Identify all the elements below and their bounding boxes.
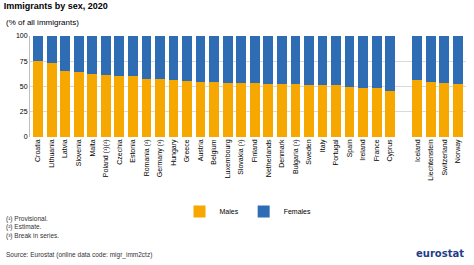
svg-text:Immigrants by sex, 2020: Immigrants by sex, 2020 <box>4 1 108 11</box>
svg-text:Germany (³): Germany (³) <box>156 139 164 177</box>
svg-text:100: 100 <box>16 32 28 39</box>
svg-text:Poland (¹)(²): Poland (¹)(²) <box>102 139 110 177</box>
svg-text:Malta: Malta <box>89 139 96 156</box>
svg-text:Norway: Norway <box>454 139 462 163</box>
svg-text:(¹) Provisional.(²) Estimate.(: (¹) Provisional.(²) Estimate.(³) Break i… <box>6 215 59 240</box>
svg-text:Croatia: Croatia <box>34 139 41 162</box>
svg-text:Hungary: Hungary <box>170 139 178 166</box>
svg-text:0: 0 <box>24 133 28 140</box>
svg-text:eurostat: eurostat <box>416 248 464 259</box>
svg-text:Sweden: Sweden <box>305 139 312 164</box>
svg-text:Italy: Italy <box>319 139 327 152</box>
svg-text:50: 50 <box>20 83 28 90</box>
svg-text:Switzerland: Switzerland <box>441 139 448 175</box>
svg-text:Greece: Greece <box>183 139 190 162</box>
svg-text:Lithuania: Lithuania <box>48 139 55 168</box>
svg-text:Finland: Finland <box>251 139 258 162</box>
svg-text:Bulgaria (¹): Bulgaria (¹) <box>292 139 300 174</box>
svg-text:Slovakia (¹): Slovakia (¹) <box>238 139 246 174</box>
svg-text:Source: Eurostat (online data: Source: Eurostat (online data code: migr… <box>6 251 152 259</box>
svg-text:Males: Males <box>220 208 239 215</box>
svg-text:Females: Females <box>284 208 311 215</box>
svg-text:Netherlands: Netherlands <box>265 139 272 177</box>
svg-text:25: 25 <box>20 108 28 115</box>
svg-text:Czechia: Czechia <box>116 139 123 164</box>
svg-text:Romania (²): Romania (²) <box>143 139 151 176</box>
svg-text:Belgium: Belgium <box>210 139 218 164</box>
svg-text:75: 75 <box>20 58 28 65</box>
svg-text:Ireland: Ireland <box>359 139 366 161</box>
svg-text:Slovenia: Slovenia <box>75 139 82 166</box>
svg-text:Portugal: Portugal <box>332 139 340 166</box>
svg-text:Spain: Spain <box>346 139 354 157</box>
svg-text:Luxembourg: Luxembourg <box>224 139 232 178</box>
svg-text:(% of all immigrants): (% of all immigrants) <box>6 18 79 27</box>
svg-text:Liechtenstein: Liechtenstein <box>427 139 434 180</box>
svg-text:Austria: Austria <box>197 139 204 161</box>
svg-text:France: France <box>373 139 380 161</box>
svg-text:Estonia: Estonia <box>129 139 136 162</box>
svg-text:Denmark: Denmark <box>278 139 285 168</box>
svg-text:Iceland: Iceland <box>414 139 421 162</box>
svg-text:Cyprus: Cyprus <box>386 139 394 162</box>
svg-text:Latvia: Latvia <box>61 139 68 158</box>
